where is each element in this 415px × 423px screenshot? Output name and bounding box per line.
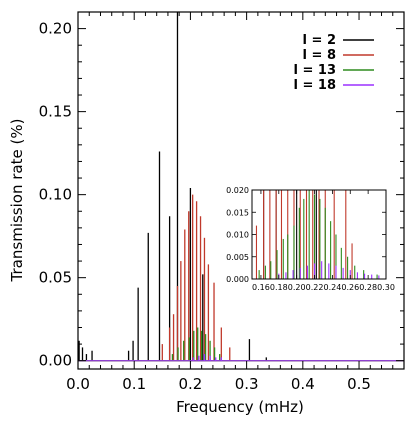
x-tick-label: 0.1 [122,375,146,393]
y-tick-label: 0.20 [39,20,72,38]
x-tick-label: 0.3 [235,375,259,393]
x-tick-label: 0.4 [291,375,315,393]
inset-x-tick-label: 0.26 [341,283,359,292]
x-tick-label: 0.0 [66,375,90,393]
inset-y-tick-label: 0.020 [226,186,249,195]
y-tick-label: 0.15 [39,103,72,121]
x-axis-title: Frequency (mHz) [176,398,304,416]
inset-x-tick-label: 0.28 [359,283,377,292]
legend-label-2: l = 8 [303,48,336,63]
inset-series-3-peaks [252,190,386,279]
legend-label-3: l = 13 [294,63,337,78]
inset-x-tick-label: 0.16 [252,283,270,292]
series-2-peaks [78,194,404,362]
x-tick-label: 0.5 [347,375,371,393]
main-peaks [78,12,404,362]
x-tick-label: 0.2 [178,375,202,393]
inset-y-tick-label: 0.005 [226,253,249,262]
inset-y-tick-label: 0.015 [226,208,249,217]
legend-label-1: l = 2 [303,33,336,48]
legend-label-4: l = 18 [294,78,337,93]
y-tick-label: 0.10 [39,186,72,204]
series-3-peaks [78,327,404,362]
inset-x-tick-label: 0.20 [288,283,306,292]
inset-peaks [252,190,386,279]
legend: l = 2l = 8l = 13l = 18 [294,33,374,93]
inset-y-tick-label: 0.000 [226,275,249,284]
inset-x-tick-label: 0.24 [323,283,341,292]
series-4-peaks [78,354,404,362]
inset-y-tick-label: 0.010 [226,231,249,240]
inset-plot: 0.16 0.18 0.20 0.22 0.24 0.26 0.28 0.30 0.000 0.0… [226,186,395,292]
inset-x-tick-label: 0.30 [377,283,395,292]
inset-x-tick-label: 0.18 [270,283,288,292]
inset-series-2-peaks [252,190,386,279]
inset-x-tick-label: 0.22 [306,283,324,292]
y-axis-title: Transmission rate (%) [8,119,26,283]
main-plot: 0.0 0.1 0.2 0.3 0.4 0.5 0.00 0.05 0.10 0.15 0.20 [39,11,405,393]
main-frame [77,11,405,370]
y-tick-label: 0.05 [39,269,72,287]
y-tick-label: 0.00 [39,352,72,370]
